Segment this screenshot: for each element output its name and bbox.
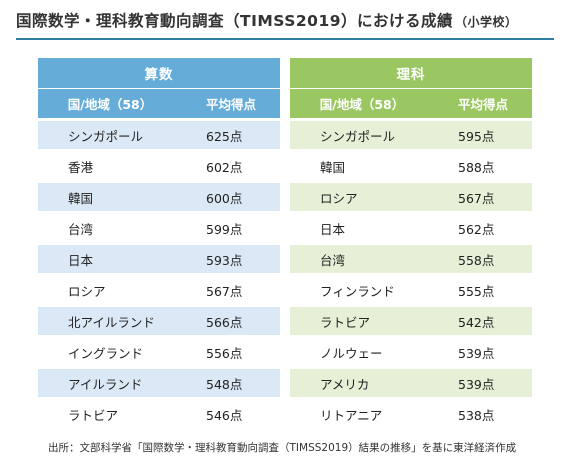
science-score-cell: 555点 [458,283,495,299]
science-score-cell: 595点 [458,128,495,144]
science-country-cell: 日本 [320,221,346,237]
math-table-row: 韓国 600点 [38,183,280,211]
math-country-cell: ラトビア [68,407,119,423]
science-table-row: 韓国 588点 [290,152,532,180]
science-table-row: リトアニア 538点 [290,400,532,428]
math-score-cell: 567点 [206,283,243,299]
science-country-cell: シンガポール [320,128,396,144]
science-score-cell: 558点 [458,252,495,268]
math-rows: シンガポール 625点香港 602点韓国 600点台湾 599点日本 593点ロシア 567… [38,121,280,428]
math-table-row: アイルランド 548点 [38,369,280,397]
science-col-score: 平均得点 [457,97,508,112]
math-country-cell: イングランド [68,345,144,361]
title-main: 国際数学・理科教育動向調査（TIMSS2019）における成績 [16,12,454,30]
science-header: 理科 [290,58,532,88]
math-table-row: ラトビア 546点 [38,400,280,428]
math-col-score: 平均得点 [205,97,256,112]
title-subtitle: （小学校） [455,15,518,29]
math-table-row: 香港 602点 [38,152,280,180]
math-country-cell: 台湾 [68,221,94,237]
math-score-cell: 600点 [206,190,243,206]
science-score-cell: 567点 [458,190,495,206]
science-table-row: フィンランド 555点 [290,276,532,304]
science-table-row: 日本 562点 [290,214,532,242]
math-header: 算数 [38,58,280,88]
science-country-cell: 台湾 [320,252,346,268]
title-underline [16,38,554,40]
math-country-cell: アイルランド [68,376,143,392]
science-score-cell: 542点 [458,314,495,330]
science-table: 理科 国/地域（58） 平均得点 シンガポール 595点韓国 588点ロシア 567点… [290,58,532,428]
math-score-cell: 625点 [206,128,243,144]
math-table-row: イングランド 556点 [38,338,280,366]
math-table-row: シンガポール 625点 [38,121,280,149]
science-table-row: シンガポール 595点 [290,121,532,149]
source-note: 出所：文部科学省「国際数学・理科教育動向調査（TIMSS2019）結果の推移」を… [48,442,517,454]
math-score-cell: 599点 [206,221,243,237]
math-score-cell: 556点 [206,345,243,361]
science-table-row: ノルウェー 539点 [290,338,532,366]
math-country-cell: ロシア [68,283,106,299]
math-country-cell: 香港 [68,159,94,175]
math-country-cell: 韓国 [68,190,94,206]
math-country-cell: 日本 [68,252,94,268]
science-table-row: ロシア 567点 [290,183,532,211]
math-score-cell: 566点 [206,314,243,330]
science-score-cell: 562点 [458,221,495,237]
math-score-cell: 546点 [206,407,243,423]
science-score-cell: 539点 [458,376,495,392]
math-table: 算数 国/地域（58） 平均得点 シンガポール 625点香港 602点韓国 600点台… [38,58,280,428]
science-country-cell: ノルウェー [320,345,383,361]
math-table-row: ロシア 567点 [38,276,280,304]
page-title: 国際数学・理科教育動向調査（TIMSS2019）における成績 （小学校） [16,8,556,34]
science-col-country: 国/地域（58） [319,97,405,112]
science-table-row: 台湾 558点 [290,245,532,273]
science-country-cell: 韓国 [320,159,346,175]
math-col-country: 国/地域（58） [67,97,153,112]
math-country-cell: シンガポール [68,128,144,144]
science-score-cell: 588点 [458,159,495,175]
science-country-cell: リトアニア [320,407,383,423]
science-country-cell: ラトビア [320,314,371,330]
science-country-cell: フィンランド [320,283,395,299]
math-table-row: 北アイルランド 566点 [38,307,280,335]
math-country-cell: 北アイルランド [68,314,155,330]
science-country-cell: ロシア [320,190,358,206]
science-score-cell: 539点 [458,345,495,361]
science-table-row: アメリカ 539点 [290,369,532,397]
math-score-cell: 548点 [206,376,243,392]
science-rows: シンガポール 595点韓国 588点ロシア 567点日本 562点台湾 558点フィンラン… [290,121,532,428]
science-score-cell: 538点 [458,407,495,423]
math-column-headers: 国/地域（58） 平均得点 [38,89,280,118]
math-score-cell: 593点 [206,252,243,268]
math-table-row: 台湾 599点 [38,214,280,242]
science-table-row: ラトビア 542点 [290,307,532,335]
science-column-headers: 国/地域（58） 平均得点 [290,89,532,118]
math-table-row: 日本 593点 [38,245,280,273]
science-country-cell: アメリカ [320,376,370,392]
math-score-cell: 602点 [206,159,243,175]
